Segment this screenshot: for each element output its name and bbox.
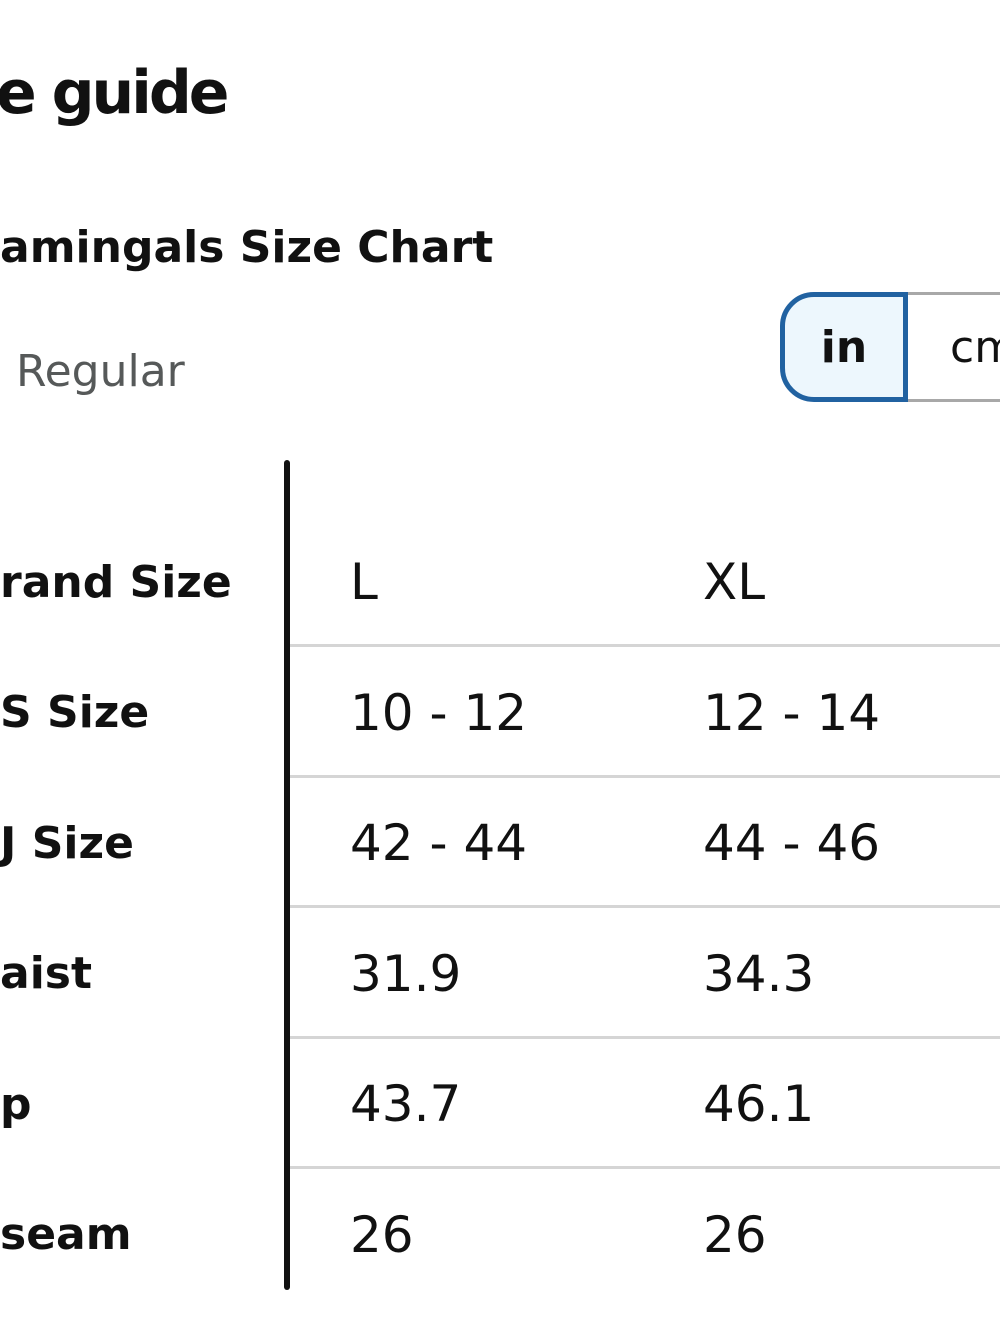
table-cell: 26 [350, 1205, 414, 1264]
table-cell: 12 - 14 [703, 683, 881, 742]
table-row: J Size 42 - 44 44 - 46 [0, 778, 1000, 908]
table-cell: 42 - 44 [350, 814, 528, 872]
row-label: rand Size [0, 556, 232, 608]
row-label: seam [0, 1209, 132, 1260]
fit-label: Regular [16, 346, 185, 397]
column-divider [284, 460, 290, 1290]
row-label: J Size [0, 817, 134, 869]
table-cell: L [350, 553, 378, 611]
table-row: p 43.7 46.1 [0, 1039, 1000, 1169]
table-cell: 34.3 [703, 944, 815, 1003]
table-cell: 43.7 [350, 1075, 462, 1133]
table-row: S Size 10 - 12 12 - 14 [0, 648, 1000, 778]
table-row: aist 31.9 34.3 [0, 909, 1000, 1039]
table-cell: 10 - 12 [350, 683, 528, 742]
row-divider [290, 774, 1000, 778]
unit-option[interactable]: in [780, 292, 908, 402]
table-cell: 46.1 [703, 1075, 815, 1133]
table-cell: 26 [703, 1205, 767, 1264]
table-cell: 31.9 [350, 944, 462, 1003]
subtitle: amingals Size Chart [0, 222, 494, 273]
row-divider [290, 1166, 1000, 1169]
table-row: seam 26 26 [0, 1170, 1000, 1300]
table-cell: XL [703, 553, 766, 611]
table-cell: 44 - 46 [703, 814, 881, 872]
table-row: rand Size L XL [0, 517, 1000, 647]
row-label: aist [0, 948, 92, 999]
unit-option[interactable]: cm [908, 292, 1000, 402]
row-divider [290, 1035, 1000, 1039]
title: e guide [0, 58, 229, 128]
unit-toggle: in cm [780, 292, 1000, 402]
row-divider [290, 644, 1000, 647]
row-label: S Size [0, 687, 150, 738]
row-divider [290, 905, 1000, 908]
row-label: p [0, 1078, 32, 1130]
